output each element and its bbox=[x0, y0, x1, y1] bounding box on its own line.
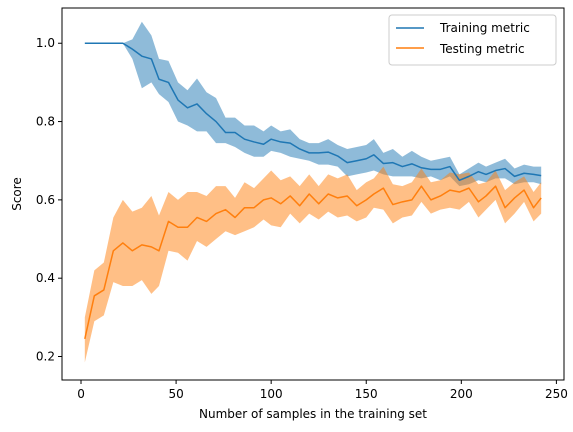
legend-label-testing: Testing metric bbox=[439, 42, 525, 56]
legend: Training metric Testing metric bbox=[388, 14, 557, 66]
series-line-training bbox=[84, 42, 542, 182]
y-tick-label: 0.2 bbox=[36, 350, 55, 364]
y-axis-label: Score bbox=[10, 177, 24, 211]
legend-label-training: Training metric bbox=[439, 21, 530, 35]
y-tick-label: 0.4 bbox=[36, 271, 55, 285]
y-axis-ticks: 0.2 0.4 0.6 0.8 1.0 bbox=[36, 36, 62, 364]
x-tick-label: 250 bbox=[545, 387, 568, 401]
x-axis-label: Number of samples in the training set bbox=[199, 407, 427, 421]
y-tick-label: 0.6 bbox=[36, 193, 55, 207]
x-tick-label: 100 bbox=[260, 387, 283, 401]
x-tick-label: 150 bbox=[355, 387, 378, 401]
series-lines bbox=[84, 42, 542, 340]
legend-box bbox=[388, 14, 557, 66]
y-tick-label: 1.0 bbox=[36, 36, 55, 50]
y-tick-label: 0.8 bbox=[36, 115, 55, 129]
x-tick-label: 50 bbox=[168, 387, 183, 401]
series-line-testing bbox=[84, 185, 542, 340]
x-tick-label: 200 bbox=[450, 387, 473, 401]
x-axis-ticks: 0 50 100 150 200 250 bbox=[77, 380, 568, 401]
band-testing bbox=[84, 166, 542, 363]
x-tick-label: 0 bbox=[77, 387, 85, 401]
plot-frame bbox=[61, 7, 565, 381]
